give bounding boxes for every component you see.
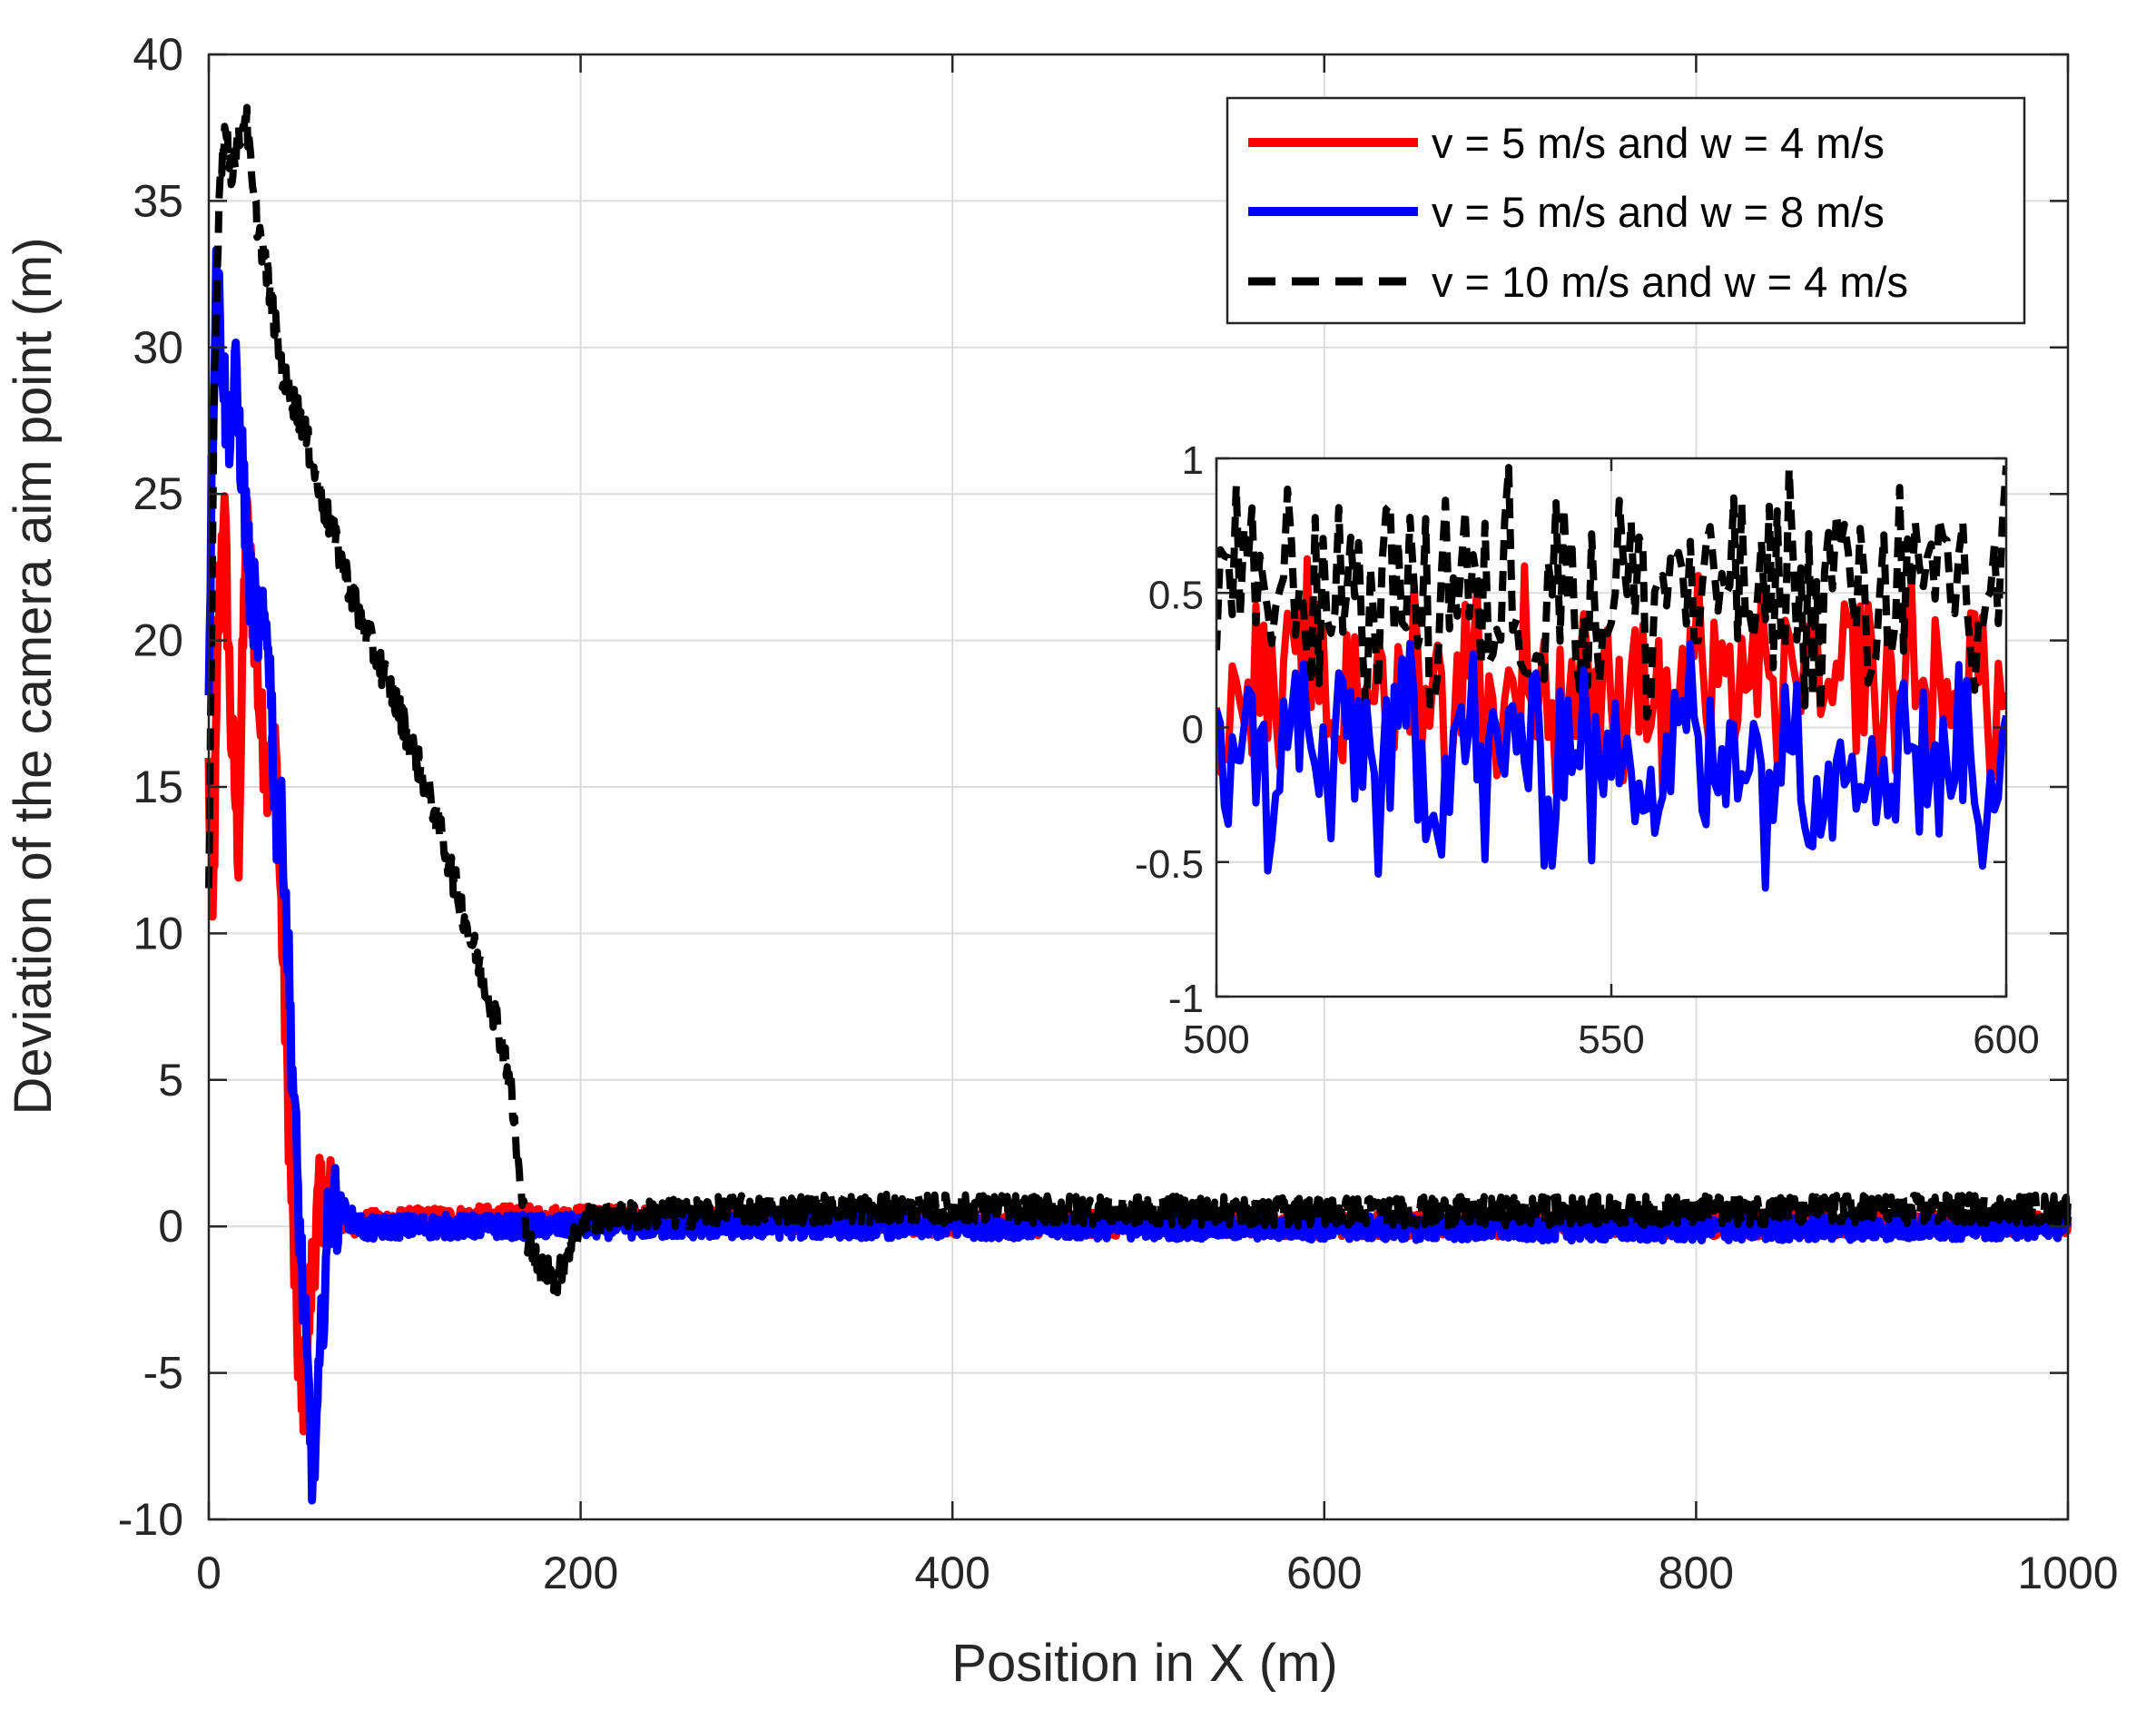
main-y-tick-label: -5	[143, 1348, 183, 1399]
inset-ticks	[1215, 457, 2008, 998]
inset-x-tick-label: 550	[1578, 1017, 1644, 1062]
main-ticks	[207, 53, 2070, 1521]
main-x-tick-label: 400	[914, 1548, 989, 1598]
x-axis-title: Position in X (m)	[951, 1634, 1337, 1693]
inset-series-line-2	[1216, 639, 2006, 892]
main-y-tick-label: 25	[133, 468, 183, 519]
main-y-tick-label: 30	[133, 322, 183, 373]
inset-y-tick-label: 0	[1182, 708, 1204, 752]
y-axis-title: Deviation of the camera aim point (m)	[4, 237, 63, 1115]
legend-label-series-1: v = 5 m/s and w = 4 m/s	[1432, 119, 1885, 167]
inset-series-line-3	[1216, 464, 2006, 723]
main-x-tick-labels: 0 200 400 600 800 1000	[196, 1548, 2119, 1598]
inset-y-tick-labels: -1 -0.5 0 0.5 1	[1135, 438, 1204, 1021]
main-y-tick-label: 0	[158, 1201, 183, 1252]
legend-label-series-2: v = 5 m/s and w = 8 m/s	[1432, 188, 1885, 236]
main-y-tick-label: 20	[133, 615, 183, 666]
main-x-tick-label: 1000	[2017, 1548, 2118, 1598]
main-series-line-3	[205, 103, 2072, 1297]
main-x-tick-label: 200	[543, 1548, 618, 1598]
legend: v = 5 m/s and w = 4 m/s v = 5 m/s and w …	[1226, 96, 2026, 325]
inset-x-tick-labels: 500 550 600	[1183, 1017, 2039, 1062]
inset-x-tick-label: 500	[1183, 1017, 1249, 1062]
legend-label-series-3: v = 10 m/s and w = 4 m/s	[1432, 258, 1908, 306]
main-y-tick-label: 15	[133, 762, 183, 812]
main-x-tick-label: 0	[196, 1548, 222, 1598]
inset-y-tick-label: -1	[1168, 977, 1204, 1021]
main-y-tick-labels: -10 -5 0 5 10 15 20 25 30 35 40	[118, 29, 183, 1545]
inset-y-tick-label: 1	[1182, 438, 1204, 483]
inset-y-tick-label: 0.5	[1148, 573, 1204, 617]
inset-series-group	[1216, 464, 2006, 892]
main-series-group	[204, 103, 2072, 1505]
main-x-tick-label: 800	[1659, 1548, 1734, 1598]
inset-y-tick-label: -0.5	[1135, 842, 1204, 887]
main-y-tick-label: 10	[133, 908, 183, 958]
main-y-tick-label: -10	[118, 1494, 183, 1545]
main-y-tick-label: 40	[133, 29, 183, 80]
main-y-tick-label: 5	[158, 1055, 183, 1106]
main-y-tick-label: 35	[133, 175, 183, 226]
inset-x-tick-label: 600	[1973, 1017, 2039, 1062]
main-x-tick-label: 600	[1286, 1548, 1362, 1598]
